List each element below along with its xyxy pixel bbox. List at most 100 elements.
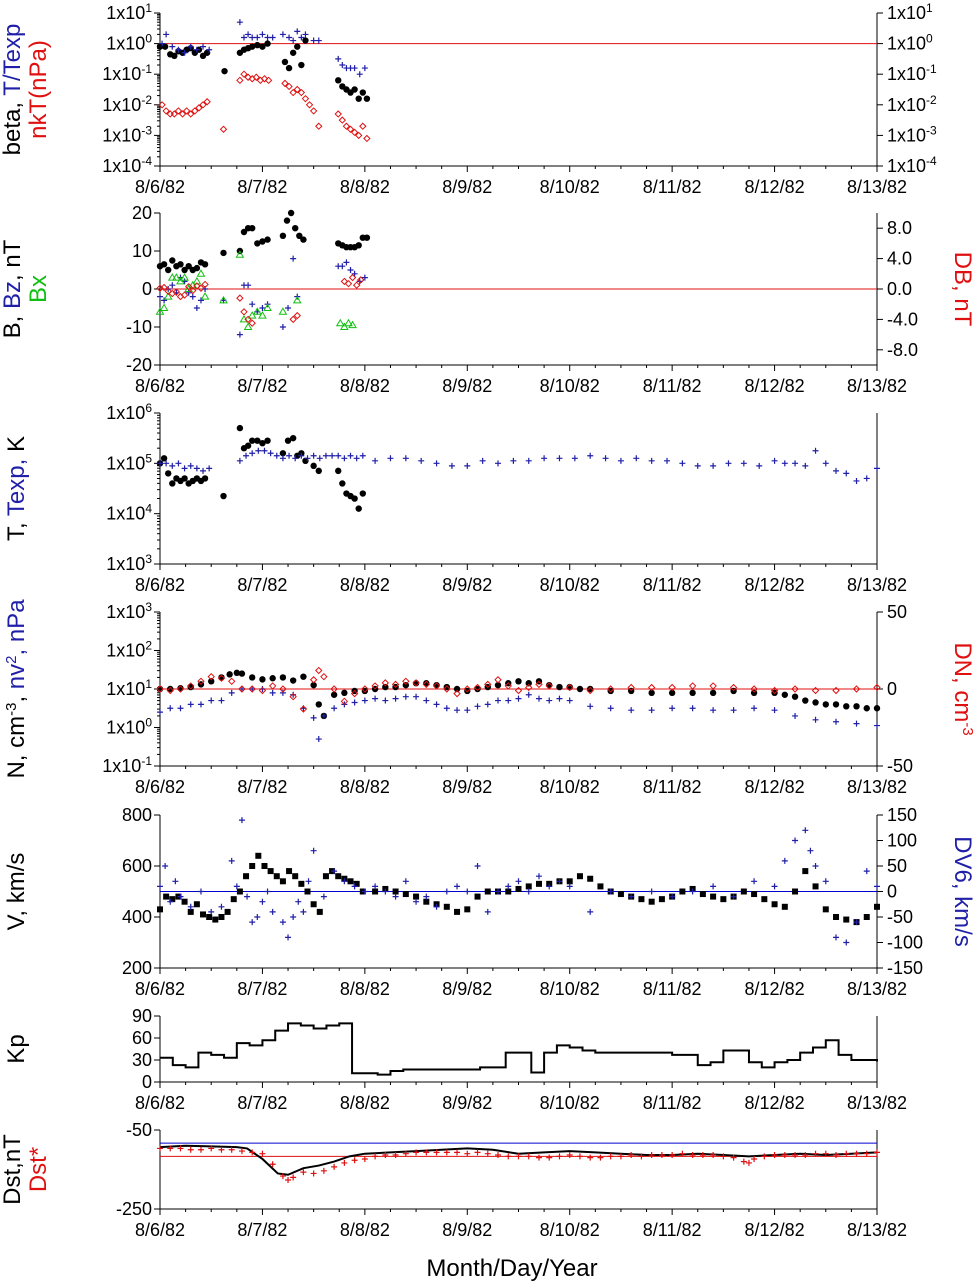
data-point [566, 683, 574, 692]
data-point [356, 71, 363, 78]
data-point [293, 311, 301, 320]
data-point [249, 686, 256, 692]
data-point [309, 107, 318, 115]
x-tick-label: 8/11/82 [643, 1220, 702, 1240]
data-point [289, 677, 297, 684]
data-point [355, 505, 362, 512]
data-point [273, 873, 280, 880]
data-point [335, 452, 342, 459]
data-point [525, 888, 532, 895]
right-y-tick-label: 0.0 [887, 279, 912, 299]
data-point [443, 705, 450, 712]
data-point [353, 880, 360, 887]
data-point [545, 682, 553, 690]
data-point [156, 685, 164, 693]
data-point [463, 685, 471, 693]
y-tick-label: 60 [132, 1028, 152, 1048]
data-point [187, 1146, 194, 1153]
y-tick-label: 20 [132, 203, 152, 223]
data-point [751, 1155, 758, 1162]
data-point [187, 462, 194, 469]
data-point [159, 40, 166, 47]
data-point [402, 455, 409, 462]
data-point [167, 1145, 174, 1152]
data-point [200, 911, 207, 918]
data-point [484, 1150, 491, 1157]
data-point [248, 43, 256, 50]
data-point [413, 898, 420, 905]
data-point [802, 1152, 809, 1159]
data-point [236, 76, 244, 85]
data-point [351, 86, 358, 93]
data-point [285, 82, 293, 91]
y-tick-label: 1x10-2 [102, 93, 152, 115]
data-point [285, 934, 292, 941]
data-point [289, 88, 297, 97]
right-y-tick-label: 8.0 [887, 218, 912, 238]
right-y-tick-label: -4.0 [887, 309, 918, 329]
data-point [290, 691, 297, 698]
data-point [812, 447, 819, 454]
data-point [193, 46, 200, 53]
data-point [218, 1146, 225, 1153]
data-point [161, 43, 169, 50]
data-point [298, 61, 305, 69]
data-point [515, 678, 522, 685]
data-point [822, 1150, 829, 1157]
data-point [218, 697, 225, 704]
data-point [679, 1150, 686, 1157]
data-point [781, 460, 788, 467]
data-point [163, 31, 170, 38]
data-point [587, 452, 594, 459]
data-point [193, 901, 200, 908]
right-y-tick-label: 1x10-4 [887, 154, 937, 176]
data-point [822, 701, 829, 708]
data-point [392, 893, 399, 900]
right-y-tick-label: -8.0 [887, 340, 918, 360]
y-tick-label: 1x106 [106, 401, 152, 423]
series-n [156, 669, 881, 720]
data-point [264, 888, 271, 895]
data-point [833, 934, 840, 941]
data-point [170, 110, 179, 118]
data-point [295, 898, 302, 905]
data-point [874, 722, 880, 729]
data-point [167, 705, 174, 712]
data-point [343, 259, 350, 266]
data-point [166, 686, 174, 695]
data-point [299, 705, 308, 713]
data-point [199, 101, 207, 109]
data-point [322, 873, 329, 880]
data-point [208, 678, 215, 685]
x-tick-label: 8/8/82 [340, 979, 390, 999]
series-nkt-npa- [158, 70, 371, 143]
data-point [454, 1149, 461, 1156]
data-point [761, 896, 768, 903]
data-point [751, 878, 758, 885]
x-tick-label: 8/7/82 [237, 979, 287, 999]
x-tick-label: 8/7/82 [237, 777, 287, 797]
data-point [201, 475, 209, 482]
data-point [164, 266, 172, 274]
data-point [514, 686, 523, 695]
data-point [423, 680, 430, 687]
y-tick-label: 10 [132, 241, 152, 261]
left-ylabel: B, Bz, nT [0, 239, 26, 338]
series-dv6 [157, 817, 880, 946]
y-tick-label: 1x102 [106, 639, 152, 661]
data-point [382, 888, 389, 895]
data-point [320, 672, 328, 681]
data-point [347, 267, 354, 273]
data-point [290, 255, 297, 262]
data-point [771, 883, 778, 890]
data-point [279, 878, 286, 885]
data-point [344, 279, 353, 288]
data-point [197, 701, 204, 708]
data-point [833, 467, 840, 474]
data-point [189, 293, 196, 300]
data-point [163, 893, 170, 900]
data-point [181, 475, 188, 482]
data-point [193, 282, 201, 290]
data-point [391, 680, 400, 689]
data-point [279, 455, 286, 462]
